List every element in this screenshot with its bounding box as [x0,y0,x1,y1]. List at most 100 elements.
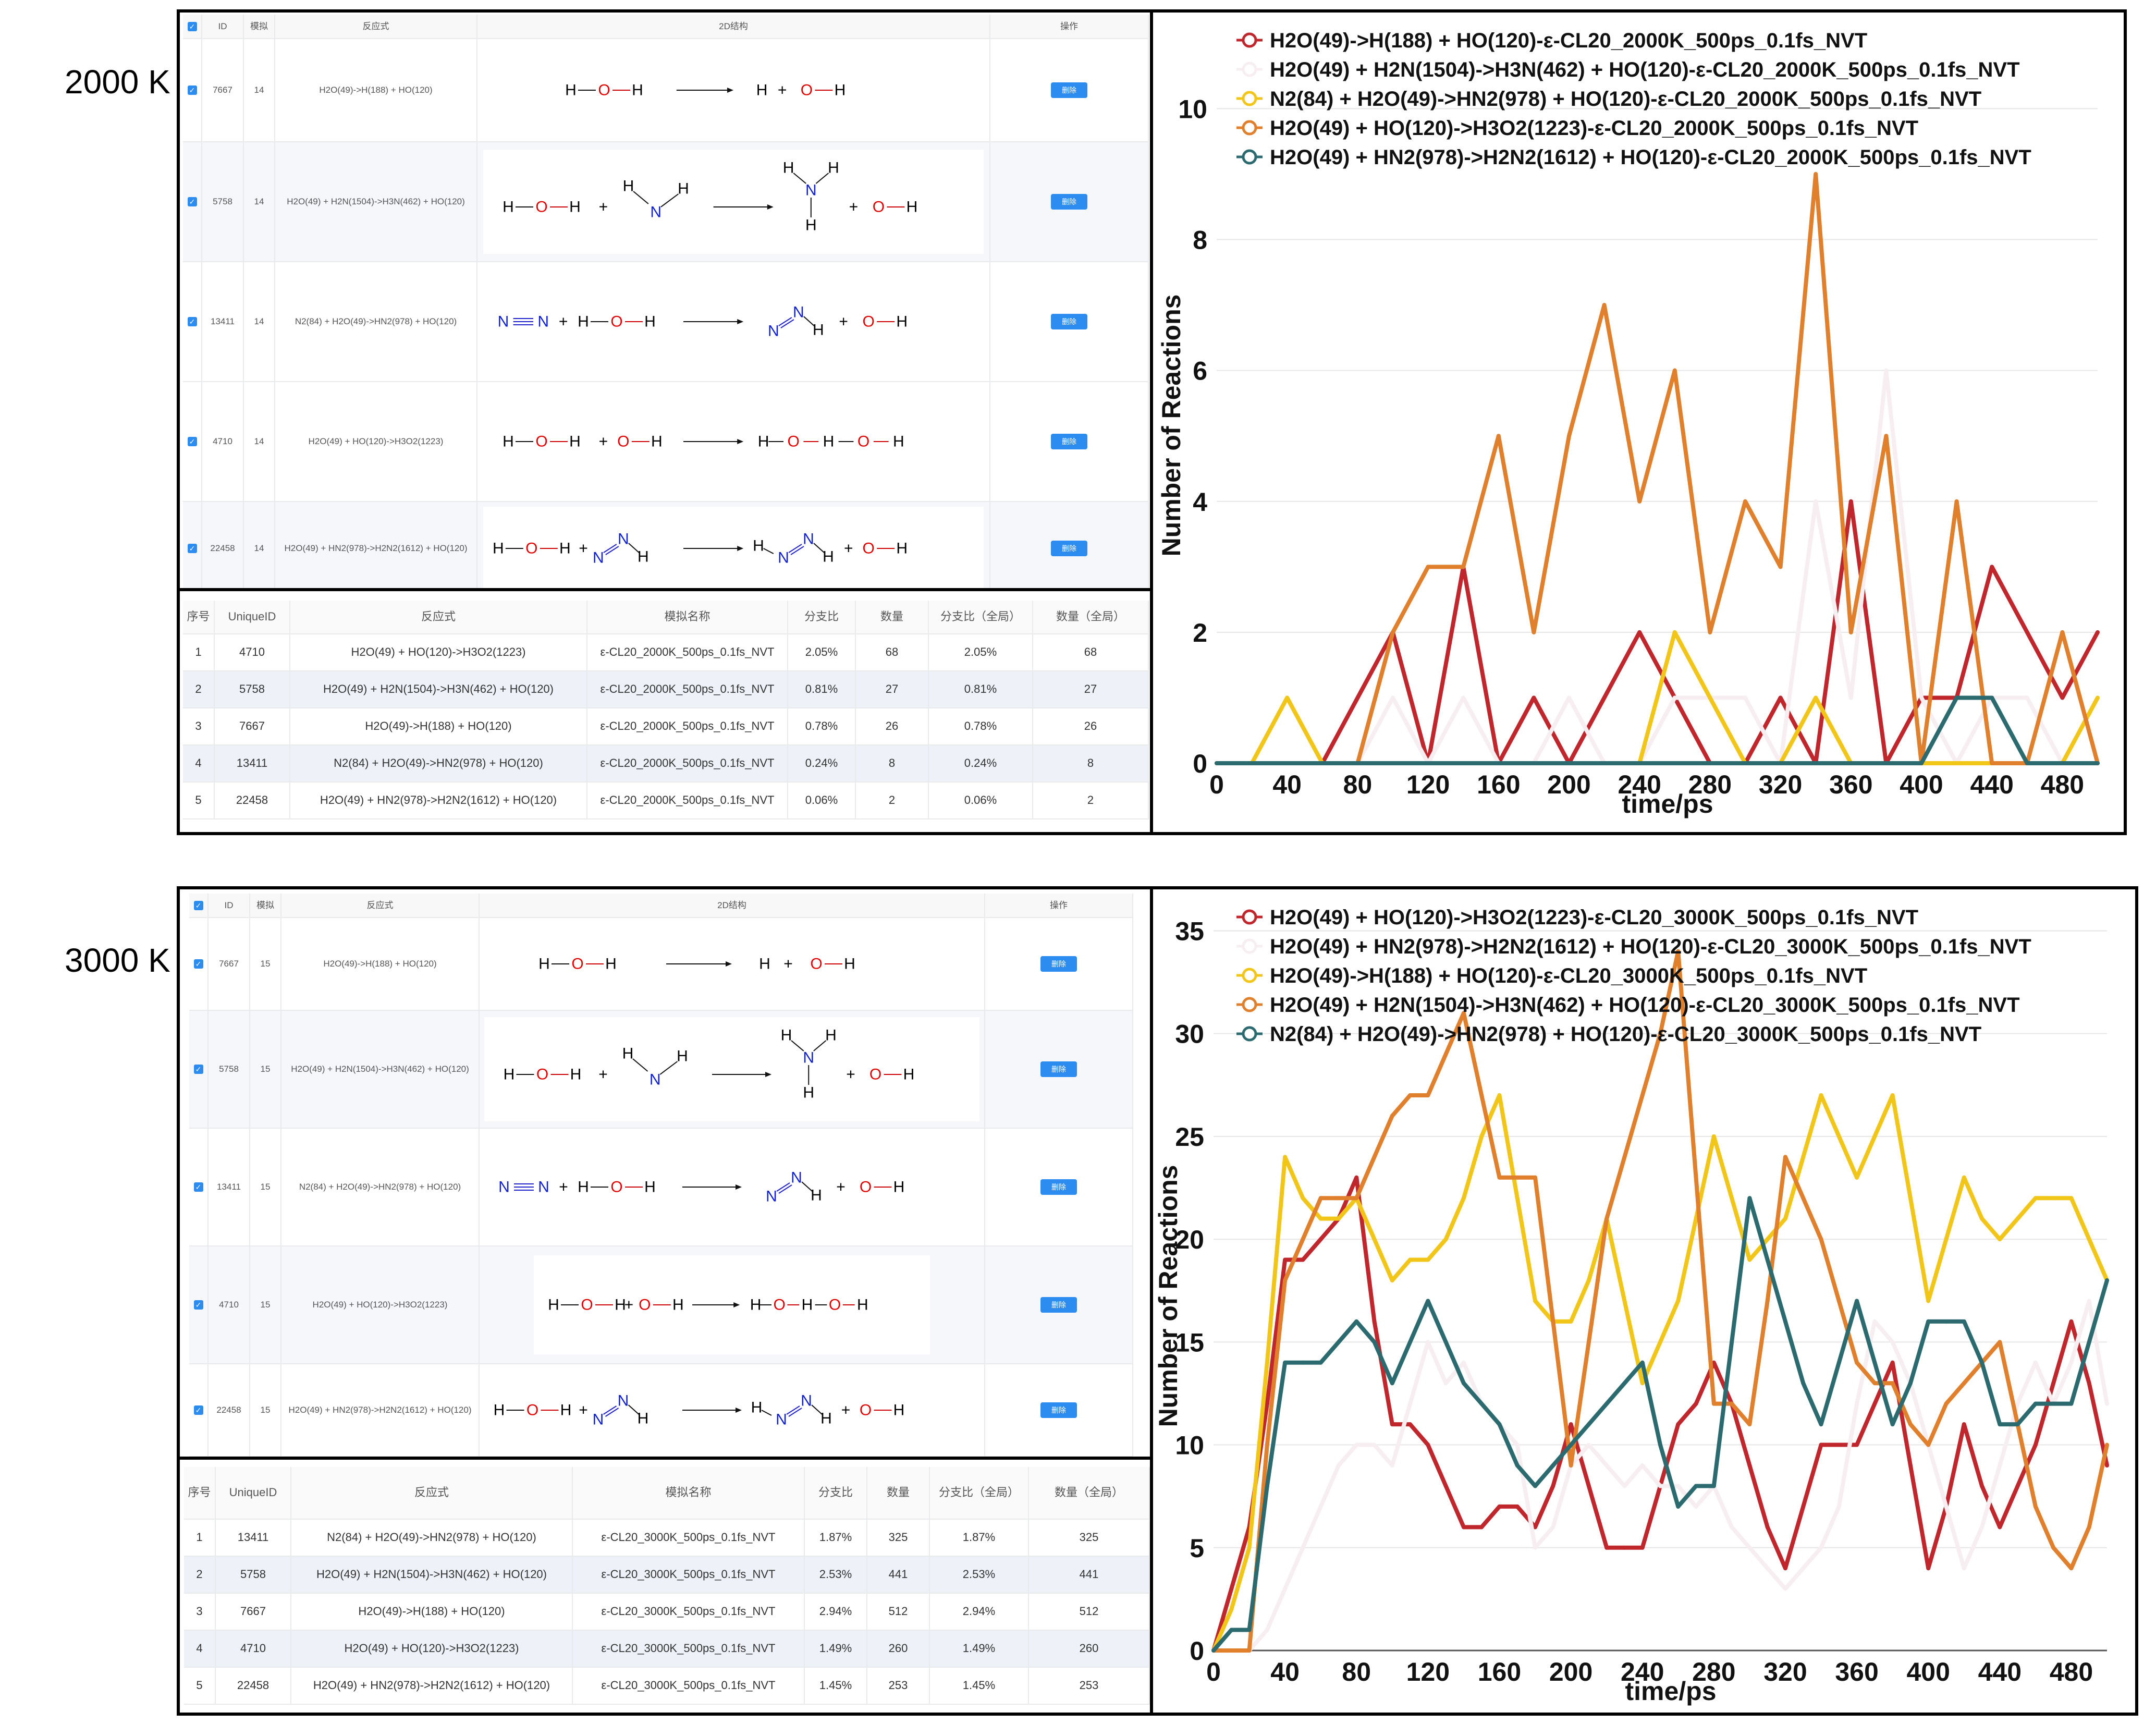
row-checkbox[interactable]: ✓ [189,1010,209,1129]
delete-button[interactable]: 删除 [1051,541,1087,556]
atom-O: O [873,199,885,216]
data-point [1285,695,1290,700]
row-checkbox[interactable]: ✓ [189,1246,209,1364]
row-checkbox[interactable]: ✓ [183,382,202,502]
data-point [1890,1422,1895,1427]
data-point [1408,1340,1413,1344]
atom-N: N [498,313,509,331]
data-point [1998,1340,2002,1344]
data-point [1318,1504,1323,1509]
stats-row: 4 13411 N2(84) + H2O(49)->HN2(978) + HO(12… [183,745,1149,782]
row-checkbox[interactable]: ✓ [183,142,202,262]
delete-button[interactable]: 删除 [1051,314,1087,329]
data-point [1265,1360,1269,1365]
stats-branch-ratio: 0.78% [788,708,856,745]
data-point [1640,1093,1645,1097]
legend-entry[interactable]: N2(84) + H2O(49)->HN2(978) + HO(120)-ε-C… [1270,1023,1981,1046]
row-sim: 14 [243,142,275,262]
stats-branch-ratio-global: 0.81% [928,671,1033,708]
data-point [1604,1216,1609,1221]
stats-branch-ratio: 2.94% [804,1593,867,1631]
delete-button[interactable]: 删除 [1040,1179,1077,1195]
stats-sim-name: ε-CL20_3000K_500ps_0.1fs_NVT [572,1630,805,1668]
row-checkbox[interactable]: ✓ [183,502,202,596]
data-point [2105,1278,2109,1282]
y-tick-label: 10 [1178,94,1207,124]
select-all-checkbox[interactable]: ✓ [189,894,209,918]
series-line [1217,695,2098,765]
row-checkbox[interactable]: ✓ [189,1128,209,1246]
delete-button[interactable]: 删除 [1040,956,1077,972]
data-point [1676,1299,1681,1303]
legend-entry[interactable]: H2O(49) + HO(120)->H3O2(1223)-ε-CL20_300… [1270,906,1918,929]
legend-entry[interactable]: N2(84) + H2O(49)->HN2(978) + HO(120)-ε-C… [1270,88,1981,111]
delete-button[interactable]: 删除 [1051,434,1087,449]
legend-entry[interactable]: H2O(49)->H(188) + HO(120)-ε-CL20_3000K_5… [1270,964,1867,987]
data-point [1637,630,1642,634]
data-point [1676,1422,1681,1427]
stats-equation: H2O(49) + H2N(1504)->H3N(462) + HO(120) [290,671,587,708]
y-axis-label: Number of Reactions [1154,1165,1183,1427]
data-point [1708,761,1712,765]
bond [776,1182,790,1192]
delete-button[interactable]: 删除 [1051,82,1087,98]
col-header-count-global: 数量（全局） [1033,601,1149,634]
series-line [1211,1196,2109,1652]
x-tick-label: 400 [1906,1657,1950,1686]
x-tick-label: 40 [1270,1657,1300,1686]
data-point [1801,1381,1806,1386]
x-tick-label: 480 [2041,770,2084,799]
data-point [1765,1237,1770,1242]
delete-button[interactable]: 删除 [1040,1297,1077,1313]
row-checkbox[interactable]: ✓ [183,39,202,142]
delete-button[interactable]: 删除 [1040,1402,1077,1418]
row-checkbox[interactable]: ✓ [189,918,209,1011]
data-point [1730,1340,1734,1344]
legend-entry[interactable]: H2O(49) + H2N(1504)->H3N(462) + HO(120)-… [1270,994,2020,1017]
data-point [1765,1257,1770,1262]
data-point [1872,1401,1877,1406]
atom-H: H [825,1027,837,1044]
bond [801,1181,813,1192]
data-point [1336,1463,1341,1468]
legend-marker [1242,149,1257,165]
row-delete-cell: 删除 [985,1364,1133,1457]
x-tick-label: 440 [1970,770,2013,799]
plus-sign: + [839,313,848,331]
data-point [1229,1607,1234,1612]
select-all-checkbox[interactable]: ✓ [183,15,202,39]
data-point [1408,1401,1413,1406]
delete-button[interactable]: 删除 [1040,1061,1077,1077]
data-point [2096,761,2100,765]
arrow-head [736,1408,742,1413]
col-header-branch-ratio: 分支比 [788,601,856,634]
plus-sign: + [836,1179,846,1196]
legend-entry[interactable]: H2O(49) + HN2(978)->H2N2(1612) + HO(120)… [1270,935,2031,958]
delete-button[interactable]: 删除 [1051,194,1087,210]
data-point [1884,761,1889,765]
row-checkbox[interactable]: ✓ [183,262,202,382]
data-point [1640,1360,1645,1365]
data-point [1247,1545,1252,1550]
legend-entry[interactable]: H2O(49) + H2N(1504)->H3N(462) + HO(120)-… [1270,58,2020,81]
data-point [1426,761,1430,765]
row-checkbox[interactable]: ✓ [189,1364,209,1457]
row-delete-cell: 删除 [985,1128,1133,1246]
data-point [1443,1484,1448,1488]
data-point [1372,1155,1377,1159]
legend-entry[interactable]: H2O(49) + HN2(978)->H2N2(1612) + HO(120)… [1270,146,2031,169]
data-point [1872,1134,1877,1139]
row-equation: N2(84) + H2O(49)->HN2(978) + HO(120) [275,262,477,382]
x-tick-label: 360 [1835,1657,1878,1686]
x-tick-label: 400 [1900,770,1943,799]
data-point [1461,1011,1466,1016]
data-point [1944,1401,1949,1406]
data-point [1461,1196,1466,1201]
arrow-head [765,1072,771,1077]
legend-entry[interactable]: H2O(49)->H(188) + HO(120)-ε-CL20_2000K_5… [1270,29,1867,52]
y-tick-label: 30 [1175,1020,1204,1049]
data-point [1676,1484,1681,1488]
data-point [1855,1401,1859,1406]
legend-entry[interactable]: H2O(49) + HO(120)->H3O2(1223)-ε-CL20_200… [1270,117,1918,140]
data-point [2033,1442,2038,1447]
